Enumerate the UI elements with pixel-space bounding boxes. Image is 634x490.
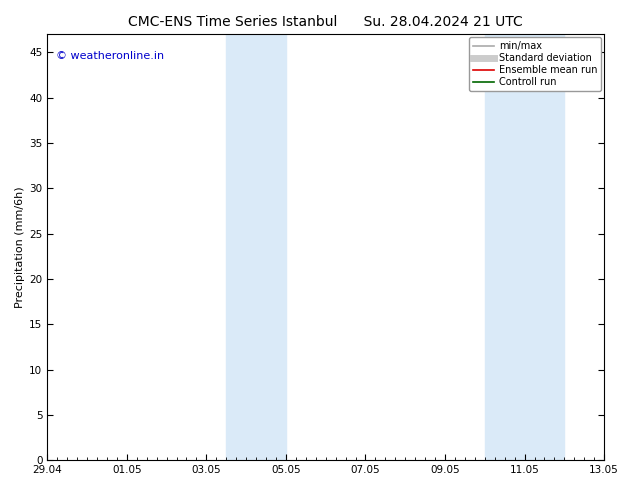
Bar [524,34,564,460]
Legend: min/max, Standard deviation, Ensemble mean run, Controll run: min/max, Standard deviation, Ensemble me… [469,37,601,91]
Bar [485,34,524,460]
Title: CMC-ENS Time Series Istanbul      Su. 28.04.2024 21 UTC: CMC-ENS Time Series Istanbul Su. 28.04.2… [128,15,523,29]
Text: © weatheronline.in: © weatheronline.in [56,51,164,61]
Bar [226,34,286,460]
Y-axis label: Precipitation (mm/6h): Precipitation (mm/6h) [15,186,25,308]
